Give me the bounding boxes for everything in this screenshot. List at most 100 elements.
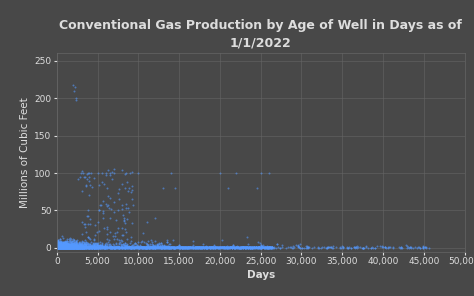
Point [73,244,81,249]
Point [110,245,118,250]
Point [73,243,81,248]
Point [73,245,80,250]
Point [122,244,129,249]
Point [257,245,264,250]
Point [61,245,69,250]
Point [62,244,69,249]
Point [55,245,63,250]
Point [157,245,164,250]
Point [73,245,81,250]
Point [82,245,89,250]
Point [167,245,175,250]
Point [60,242,67,247]
Point [75,244,82,248]
Point [289,245,296,250]
Point [63,245,70,250]
Point [133,244,140,248]
Point [58,245,66,250]
Point [68,245,76,250]
Point [61,243,69,248]
Point [58,242,66,247]
Point [66,245,73,250]
Point [137,245,145,250]
Point [55,243,62,247]
Point [255,245,262,250]
Point [63,245,70,250]
Point [109,245,117,250]
Point [68,243,76,248]
Point [168,245,175,250]
Point [81,240,89,245]
Point [222,245,230,250]
Point [58,244,65,249]
Point [215,244,223,249]
Point [123,243,130,248]
Point [56,244,64,249]
Point [70,239,77,244]
Point [64,245,71,250]
Point [126,186,133,191]
Point [91,245,99,250]
Point [57,244,65,249]
Point [160,244,168,249]
Point [58,244,66,249]
Point [80,244,88,249]
Point [70,243,78,247]
Point [216,171,224,176]
Point [74,244,82,249]
Point [70,237,78,242]
Point [114,237,121,242]
Point [58,244,66,249]
Point [60,245,67,250]
Point [139,244,147,249]
Point [61,244,68,249]
Point [175,245,183,250]
Point [62,240,69,245]
Point [98,245,105,250]
Point [65,245,73,250]
Point [102,240,109,245]
Point [64,245,71,250]
Point [102,201,110,206]
Point [229,244,237,249]
Point [54,242,62,247]
Point [62,245,69,250]
Point [64,244,72,249]
Point [58,244,66,249]
Point [127,239,135,244]
Point [55,245,63,250]
Point [75,244,82,249]
Point [59,244,67,249]
Point [126,245,133,250]
Point [72,244,79,249]
Point [67,245,75,250]
Point [167,171,175,176]
Point [72,245,79,250]
Point [155,244,162,249]
Point [155,245,163,250]
Point [54,245,61,250]
Point [73,242,80,247]
Point [351,245,359,250]
Point [65,245,73,250]
Point [76,245,83,250]
Point [128,245,136,250]
Point [55,244,63,249]
Point [58,245,65,250]
Point [133,245,141,250]
Point [130,245,138,250]
Point [85,193,93,197]
Point [215,245,222,250]
Point [92,245,100,250]
Point [56,242,64,246]
Point [53,244,61,249]
Point [62,238,70,243]
Point [256,244,264,249]
Point [60,244,67,249]
Point [90,245,98,250]
Point [56,244,64,249]
Point [257,243,265,247]
Point [57,243,65,248]
Point [69,244,77,249]
Point [71,245,79,250]
